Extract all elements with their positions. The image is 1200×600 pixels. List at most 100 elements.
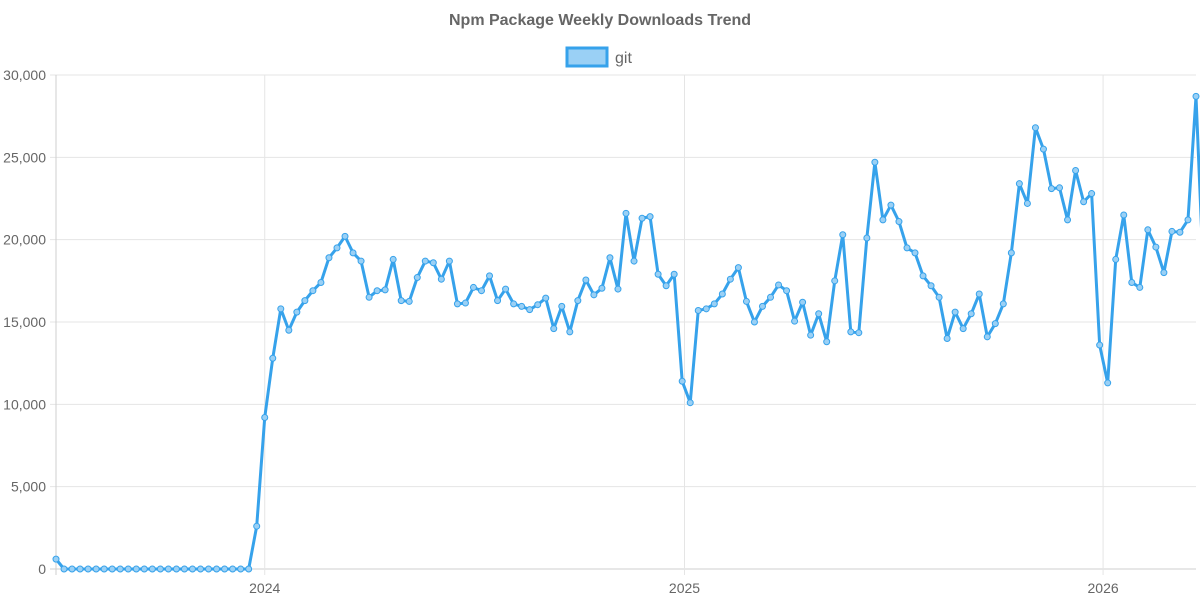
data-point[interactable] [518, 302, 526, 310]
data-point[interactable] [855, 329, 863, 337]
data-point[interactable] [156, 565, 164, 573]
data-point[interactable] [975, 290, 983, 298]
data-point[interactable] [847, 328, 855, 336]
data-point[interactable] [951, 308, 959, 316]
data-point[interactable] [1072, 167, 1080, 175]
data-point[interactable] [767, 293, 775, 301]
data-point[interactable] [879, 216, 887, 224]
data-point[interactable] [662, 282, 670, 290]
data-point[interactable] [1080, 198, 1088, 206]
data-point[interactable] [638, 214, 646, 222]
data-point[interactable] [108, 565, 116, 573]
data-point[interactable] [678, 377, 686, 385]
data-point[interactable] [1039, 145, 1047, 153]
data-point[interactable] [1144, 226, 1152, 234]
data-point[interactable] [502, 285, 510, 293]
data-point[interactable] [373, 287, 381, 295]
data-point[interactable] [574, 297, 582, 305]
data-point[interactable] [197, 565, 205, 573]
data-point[interactable] [76, 565, 84, 573]
data-point[interactable] [301, 297, 309, 305]
data-point[interactable] [1064, 216, 1072, 224]
data-point[interactable] [389, 255, 397, 263]
data-point[interactable] [52, 555, 60, 563]
data-point[interactable] [510, 300, 518, 308]
data-point[interactable] [437, 275, 445, 283]
data-point[interactable] [686, 399, 694, 407]
data-point[interactable] [646, 213, 654, 221]
data-point[interactable] [285, 326, 293, 334]
data-point[interactable] [1120, 211, 1128, 219]
data-point[interactable] [775, 281, 783, 289]
data-point[interactable] [469, 283, 477, 291]
data-point[interactable] [750, 318, 758, 326]
data-point[interactable] [261, 414, 269, 422]
data-point[interactable] [1112, 255, 1120, 263]
data-point[interactable] [1056, 184, 1064, 192]
data-point[interactable] [1192, 92, 1200, 100]
data-point[interactable] [895, 218, 903, 226]
data-point[interactable] [799, 298, 807, 306]
data-point[interactable] [911, 249, 919, 257]
data-point[interactable] [558, 302, 566, 310]
data-point[interactable] [718, 290, 726, 298]
data-point[interactable] [140, 565, 148, 573]
data-point[interactable] [421, 257, 429, 265]
data-point[interactable] [903, 244, 911, 252]
data-point[interactable] [630, 257, 638, 265]
data-point[interactable] [566, 328, 574, 336]
data-point[interactable] [1007, 249, 1015, 257]
data-point[interactable] [959, 325, 967, 333]
data-point[interactable] [991, 320, 999, 328]
data-point[interactable] [1184, 216, 1192, 224]
data-point[interactable] [405, 297, 413, 305]
data-point[interactable] [815, 310, 823, 318]
data-point[interactable] [726, 275, 734, 283]
data-point[interactable] [477, 287, 485, 295]
data-point[interactable] [84, 565, 92, 573]
data-point[interactable] [341, 232, 349, 240]
data-point[interactable] [245, 565, 253, 573]
data-point[interactable] [213, 565, 221, 573]
data-point[interactable] [60, 565, 68, 573]
data-point[interactable] [132, 565, 140, 573]
data-point[interactable] [694, 306, 702, 314]
data-point[interactable] [453, 300, 461, 308]
data-point[interactable] [1015, 180, 1023, 188]
data-point[interactable] [229, 565, 237, 573]
data-point[interactable] [221, 565, 229, 573]
data-point[interactable] [1031, 124, 1039, 132]
data-point[interactable] [1136, 283, 1144, 291]
data-point[interactable] [1088, 190, 1096, 198]
data-point[interactable] [550, 325, 558, 333]
data-point[interactable] [1128, 278, 1136, 286]
data-point[interactable] [871, 158, 879, 166]
data-point[interactable] [413, 274, 421, 282]
data-point[interactable] [100, 565, 108, 573]
data-point[interactable] [381, 286, 389, 294]
data-point[interactable] [445, 257, 453, 265]
data-point[interactable] [614, 285, 622, 293]
data-point[interactable] [758, 302, 766, 310]
data-point[interactable] [807, 331, 815, 339]
data-point[interactable] [1047, 185, 1055, 193]
data-point[interactable] [325, 254, 333, 262]
data-point[interactable] [349, 249, 357, 257]
data-point[interactable] [943, 334, 951, 342]
data-point[interactable] [365, 293, 373, 301]
data-point[interactable] [172, 565, 180, 573]
data-point[interactable] [935, 293, 943, 301]
data-point[interactable] [237, 565, 245, 573]
data-point[interactable] [791, 317, 799, 325]
data-point[interactable] [164, 565, 172, 573]
data-point[interactable] [277, 305, 285, 313]
data-point[interactable] [967, 310, 975, 318]
data-point[interactable] [253, 522, 261, 530]
data-point[interactable] [542, 294, 550, 302]
data-point[interactable] [831, 277, 839, 285]
data-point[interactable] [622, 209, 630, 217]
data-point[interactable] [526, 306, 534, 314]
data-point[interactable] [783, 287, 791, 295]
data-point[interactable] [919, 272, 927, 280]
data-point[interactable] [1160, 269, 1168, 277]
